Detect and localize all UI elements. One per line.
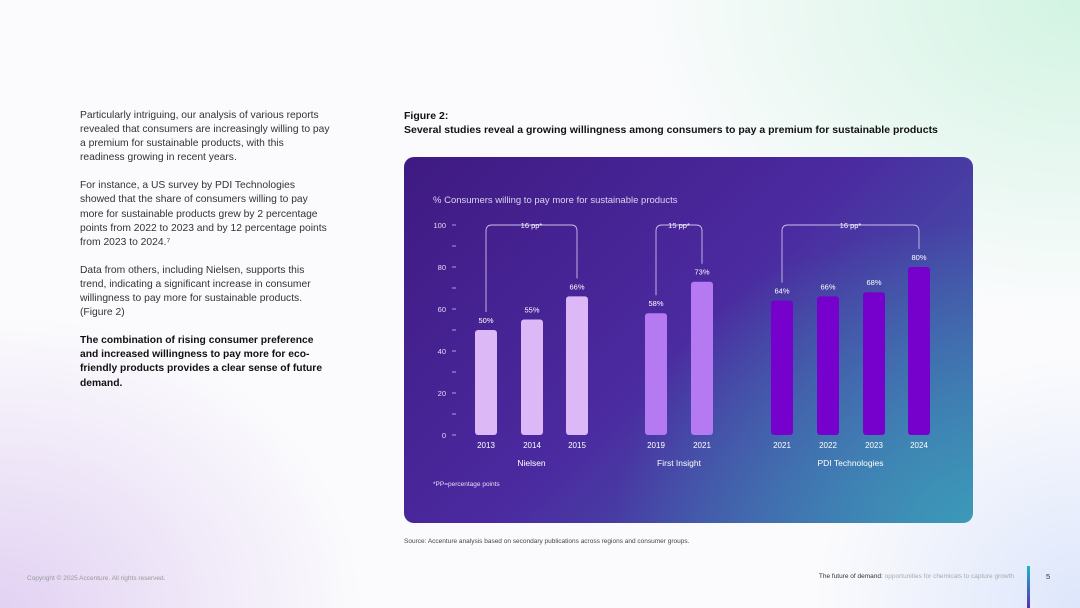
x-tick-label: 2013 bbox=[477, 441, 495, 450]
bar-pdi-technologies-2023 bbox=[863, 292, 885, 435]
x-tick-label: 2024 bbox=[910, 441, 928, 450]
figure-title: Several studies reveal a growing willing… bbox=[404, 124, 938, 136]
x-tick-label: 2023 bbox=[865, 441, 883, 450]
chart-panel: % Consumers willing to pay more for sust… bbox=[404, 157, 973, 523]
data-label: 68% bbox=[866, 278, 881, 287]
data-label: 73% bbox=[694, 268, 709, 277]
body-text: Particularly intriguing, our analysis of… bbox=[80, 109, 330, 405]
data-label: 80% bbox=[911, 253, 926, 262]
footer-title: The future of demand: opportunities for … bbox=[819, 573, 1014, 580]
paragraph-1: Particularly intriguing, our analysis of… bbox=[80, 110, 330, 164]
bar-first-insight-2019 bbox=[645, 313, 667, 435]
x-tick-label: 2021 bbox=[693, 441, 711, 450]
paragraph-2: For instance, a US survey by PDI Technol… bbox=[80, 180, 327, 248]
bracket-line bbox=[485, 224, 578, 312]
bar-first-insight-2021 bbox=[691, 281, 713, 435]
data-label: 66% bbox=[820, 282, 835, 291]
x-tick-label: 2021 bbox=[773, 441, 791, 450]
y-tick-label: 20 bbox=[438, 389, 446, 398]
y-tick-label: 40 bbox=[438, 347, 446, 356]
footer-title-light: opportunities for chemicals to capture g… bbox=[882, 573, 1014, 580]
footer-title-bold: The future of demand: bbox=[818, 573, 883, 580]
bar-pdi-technologies-2022 bbox=[817, 296, 839, 435]
bar-pdi-technologies-2021 bbox=[771, 300, 793, 435]
chart-title: % Consumers willing to pay more for sust… bbox=[433, 195, 678, 206]
copyright: Copyright © 2025 Accenture. All rights r… bbox=[27, 575, 166, 582]
data-label: 66% bbox=[569, 282, 584, 291]
data-label: 50% bbox=[478, 316, 493, 325]
paragraph-3: Data from others, including Nielsen, sup… bbox=[80, 264, 311, 319]
y-tick-label: 80 bbox=[438, 263, 446, 272]
chart-footnote: *PP=percentage points bbox=[433, 481, 500, 488]
data-label: 58% bbox=[648, 299, 663, 308]
paragraph-conclusion: The combination of rising consumer prefe… bbox=[80, 335, 323, 389]
group-label: First Insight bbox=[657, 458, 702, 468]
x-tick-label: 2015 bbox=[568, 441, 586, 450]
figure-label: Figure 2: bbox=[404, 110, 449, 122]
bracket-line bbox=[781, 224, 920, 283]
bracket-label: 16 pp* bbox=[840, 221, 862, 230]
group-label: Nielsen bbox=[517, 458, 546, 468]
bracket-label: 15 pp* bbox=[668, 221, 690, 230]
bar-nielsen-2014 bbox=[521, 319, 543, 435]
bar-nielsen-2015 bbox=[566, 296, 588, 435]
x-tick-label: 2014 bbox=[523, 441, 541, 450]
data-label: 64% bbox=[774, 287, 789, 296]
footer-accent-bar bbox=[1027, 566, 1030, 608]
page-number: 5 bbox=[1046, 572, 1051, 581]
x-tick-label: 2019 bbox=[647, 441, 665, 450]
bar-chart: % Consumers willing to pay more for sust… bbox=[433, 195, 930, 488]
y-tick-label: 0 bbox=[442, 431, 446, 440]
bracket-label: 16 pp* bbox=[521, 221, 543, 230]
x-tick-label: 2022 bbox=[819, 441, 837, 450]
y-tick-label: 60 bbox=[438, 305, 446, 314]
bracket-line bbox=[655, 224, 703, 296]
bar-pdi-technologies-2024 bbox=[908, 267, 930, 435]
data-label: 55% bbox=[524, 306, 539, 315]
bar-nielsen-2013 bbox=[475, 330, 497, 435]
source-note: Source: Accenture analysis based on seco… bbox=[404, 538, 690, 545]
y-tick-label: 100 bbox=[433, 221, 446, 230]
group-label: PDI Technologies bbox=[818, 458, 884, 468]
